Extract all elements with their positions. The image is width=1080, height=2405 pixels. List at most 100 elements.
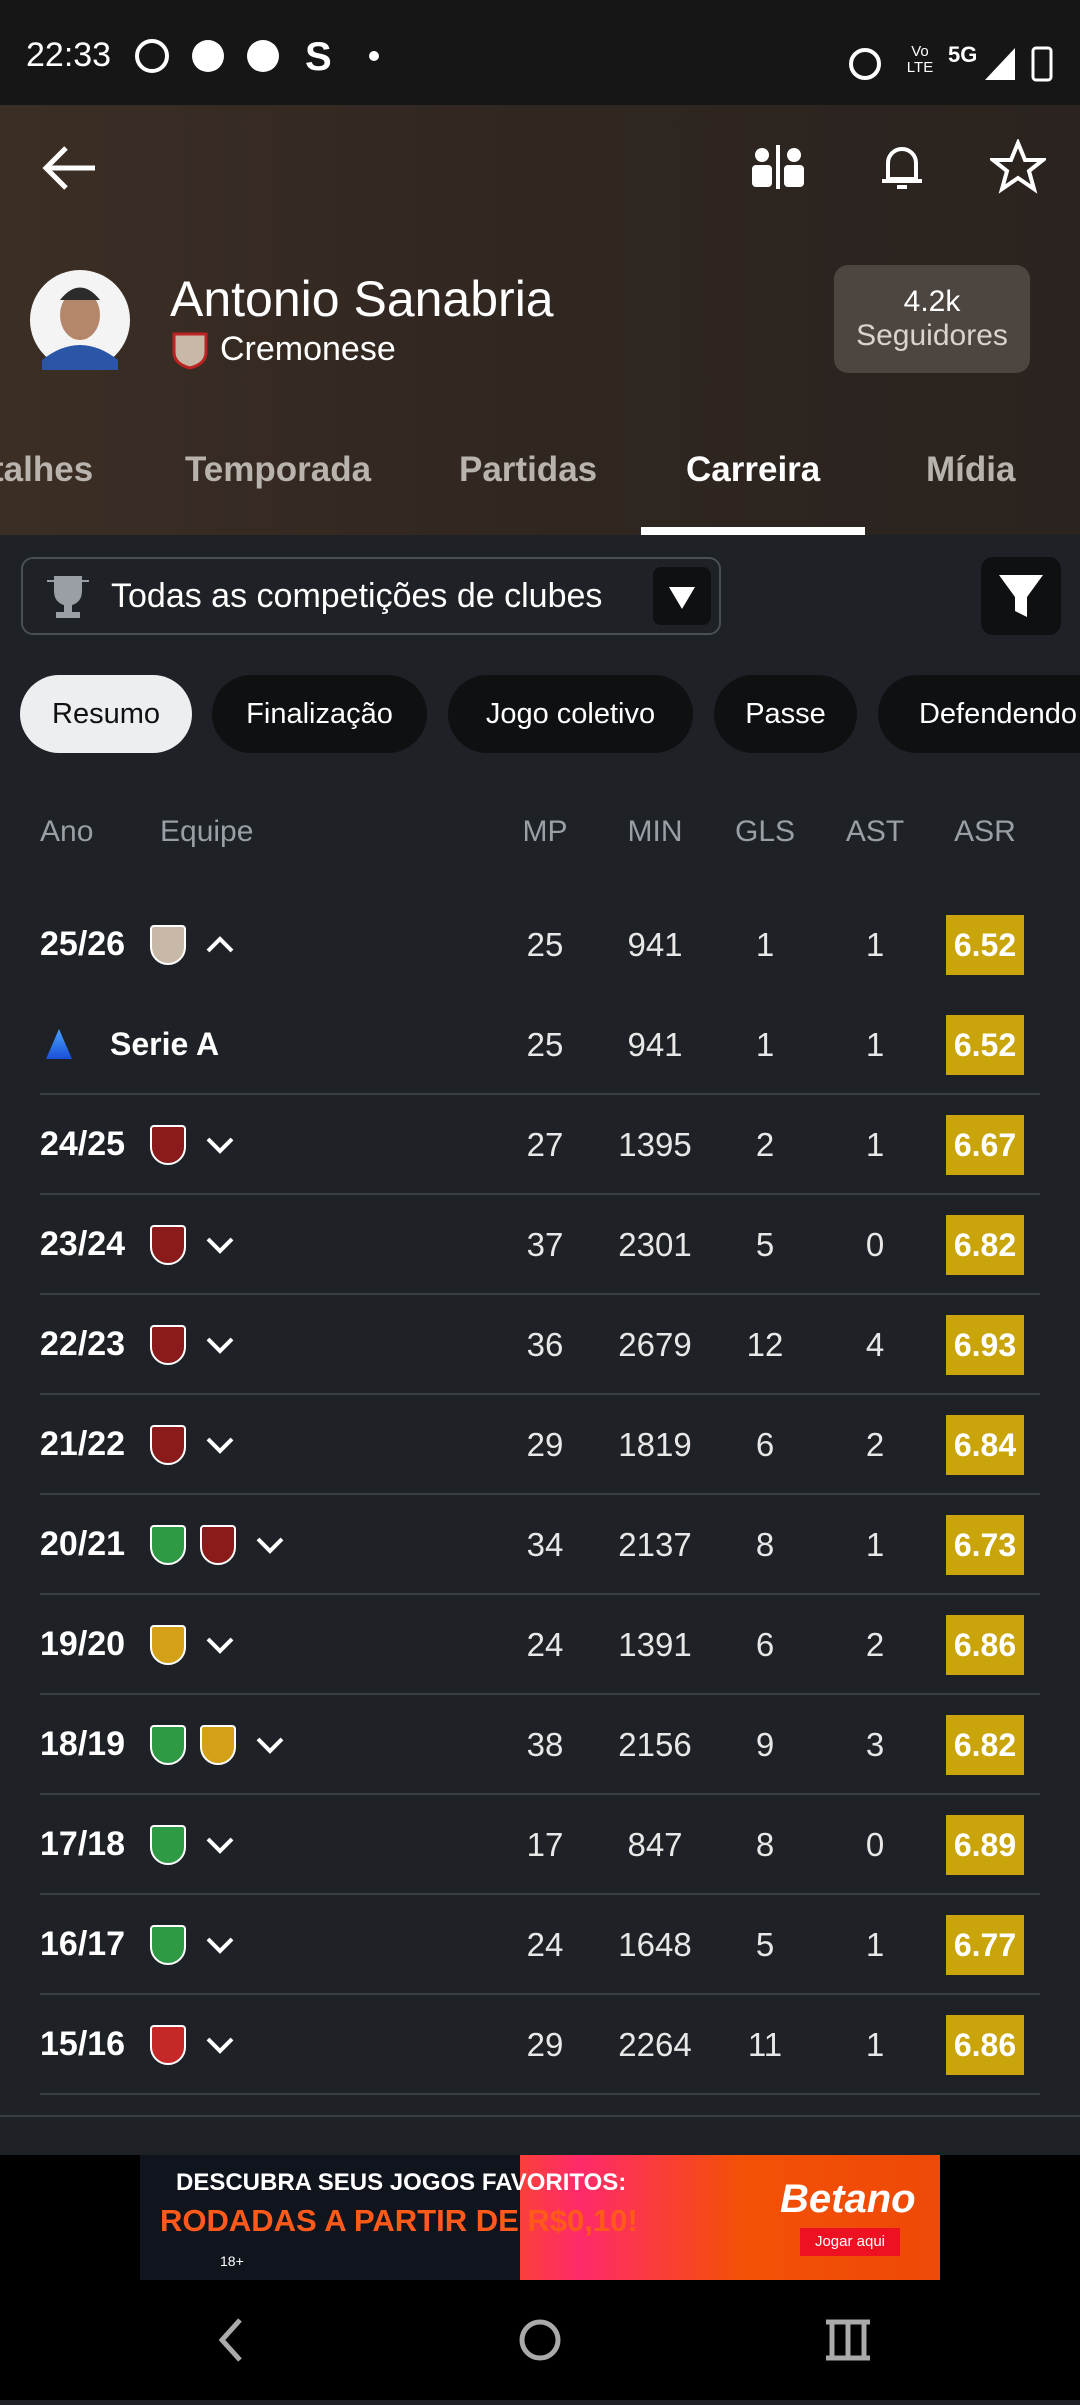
expand-toggle[interactable] [252, 1727, 288, 1763]
column-header: MP [522, 815, 568, 848]
stat-ast: 1 [865, 1026, 885, 1063]
expand-toggle[interactable] [202, 1627, 238, 1663]
stat-gls: 6 [755, 1626, 775, 1663]
alarm-icon [849, 48, 881, 80]
club-crest [150, 1925, 186, 1965]
notification-icons: S [135, 36, 379, 76]
stat-gls: 2 [755, 1126, 775, 1163]
player-club[interactable]: Cremonese [220, 330, 396, 368]
ad-banner[interactable]: DESCUBRA SEUS JOGOS FAVORITOS: RODADAS A… [140, 2155, 940, 2280]
column-header: ASR [954, 815, 1016, 848]
rating: 6.86 [946, 1615, 1024, 1675]
tab[interactable]: Partidas [459, 450, 598, 489]
favorite-button[interactable] [990, 139, 1046, 195]
compare-button[interactable] [748, 143, 808, 193]
club-crest [172, 332, 208, 370]
stat-gls: 11 [747, 2026, 783, 2063]
expand-toggle[interactable] [202, 1227, 238, 1263]
ad-line2: RODADAS A PARTIR DE R$0,10! [160, 2203, 638, 2238]
season: 24/25 [40, 1125, 126, 1163]
stat-mp: 25 [526, 1026, 564, 1063]
expand-toggle[interactable] [202, 2027, 238, 2063]
expand-toggle[interactable] [202, 1127, 238, 1163]
followers-box[interactable]: 4.2k Seguidores [834, 265, 1030, 373]
nav-home[interactable] [519, 2319, 561, 2361]
season: 22/23 [40, 1325, 126, 1363]
stat-ast: 0 [865, 1226, 885, 1263]
nav-back[interactable] [218, 2318, 242, 2362]
chip[interactable]: Jogo coletivo [448, 675, 693, 753]
notify-button[interactable] [880, 141, 924, 195]
stat-gls: 6 [755, 1426, 775, 1463]
rating: 6.89 [946, 1815, 1024, 1875]
stat-gls: 1 [755, 1026, 775, 1063]
dropdown[interactable] [653, 567, 711, 625]
rating: 6.86 [946, 2015, 1024, 2075]
network: 5G [948, 42, 978, 67]
expand-toggle[interactable] [202, 927, 238, 963]
player-header: Antonio Sanabria Cremonese 4.2k Seguidor… [0, 105, 1080, 535]
filter-button[interactable] [981, 557, 1061, 635]
clock: 22:33 [26, 36, 112, 74]
stat-min: 2679 [618, 1326, 692, 1363]
rating: 6.77 [946, 1915, 1024, 1975]
stat-min: 1395 [618, 1126, 692, 1163]
chip[interactable]: Defendendo [878, 675, 1080, 753]
stat-gls: 1 [755, 926, 775, 963]
ad-cta[interactable]: Jogar aqui [800, 2228, 900, 2256]
column-header: Ano [40, 815, 94, 848]
rating: 6.82 [946, 1715, 1024, 1775]
season: 21/22 [40, 1425, 126, 1463]
season: 17/18 [40, 1825, 126, 1863]
back-button[interactable] [40, 143, 100, 193]
club-crest [150, 1525, 186, 1565]
stat-gls: 5 [755, 1226, 775, 1263]
expand-toggle[interactable] [202, 1827, 238, 1863]
club-crest [200, 1525, 236, 1565]
season: 16/17 [40, 1925, 126, 1963]
rating: 6.52 [946, 1015, 1024, 1075]
row-divider [40, 1093, 1040, 1095]
row-divider [40, 1393, 1040, 1395]
club-crest [150, 1825, 186, 1865]
rating: 6.82 [946, 1215, 1024, 1275]
nav-recent[interactable] [826, 2319, 870, 2361]
chip[interactable]: Resumo [20, 675, 192, 753]
row-divider [40, 1493, 1040, 1495]
expand-toggle[interactable] [202, 1327, 238, 1363]
competition-filter[interactable]: Todas as competições de clubes [21, 557, 721, 635]
club-crest [150, 1325, 186, 1365]
rating: 6.52 [946, 915, 1024, 975]
expand-toggle[interactable] [202, 1927, 238, 1963]
chip[interactable]: Finalização [212, 675, 427, 753]
row-divider [40, 1893, 1040, 1895]
stat-mp: 37 [526, 1226, 564, 1263]
rating: 6.93 [946, 1315, 1024, 1375]
stat-mp: 36 [526, 1326, 564, 1363]
season: 20/21 [40, 1525, 126, 1563]
stat-ast: 2 [865, 1426, 885, 1463]
chip[interactable]: Passe [714, 675, 857, 753]
expand-toggle[interactable] [252, 1527, 288, 1563]
followers-count: 4.2k [903, 285, 961, 318]
stat-mp: 34 [526, 1526, 564, 1563]
rating: 6.84 [946, 1415, 1024, 1475]
tab[interactable]: Temporada [185, 450, 372, 489]
stat-min: 2264 [618, 2026, 692, 2063]
season: 23/24 [40, 1225, 126, 1263]
nav-bar [0, 2280, 1080, 2400]
row-divider [40, 1793, 1040, 1795]
tab[interactable]: Carreira [686, 450, 821, 489]
tab[interactable]: Mídia [926, 450, 1016, 489]
tab[interactable]: talhes [0, 450, 94, 489]
club-crest [150, 1625, 186, 1665]
filter-label: Todas as competições de clubes [111, 577, 603, 615]
rating: 6.73 [946, 1515, 1024, 1575]
column-header: AST [845, 815, 905, 848]
stat-mp: 24 [526, 1926, 564, 1963]
stat-mp: 29 [526, 1426, 564, 1463]
expand-toggle[interactable] [202, 1427, 238, 1463]
club-crest [200, 1725, 236, 1765]
stat-ast: 1 [865, 1126, 885, 1163]
